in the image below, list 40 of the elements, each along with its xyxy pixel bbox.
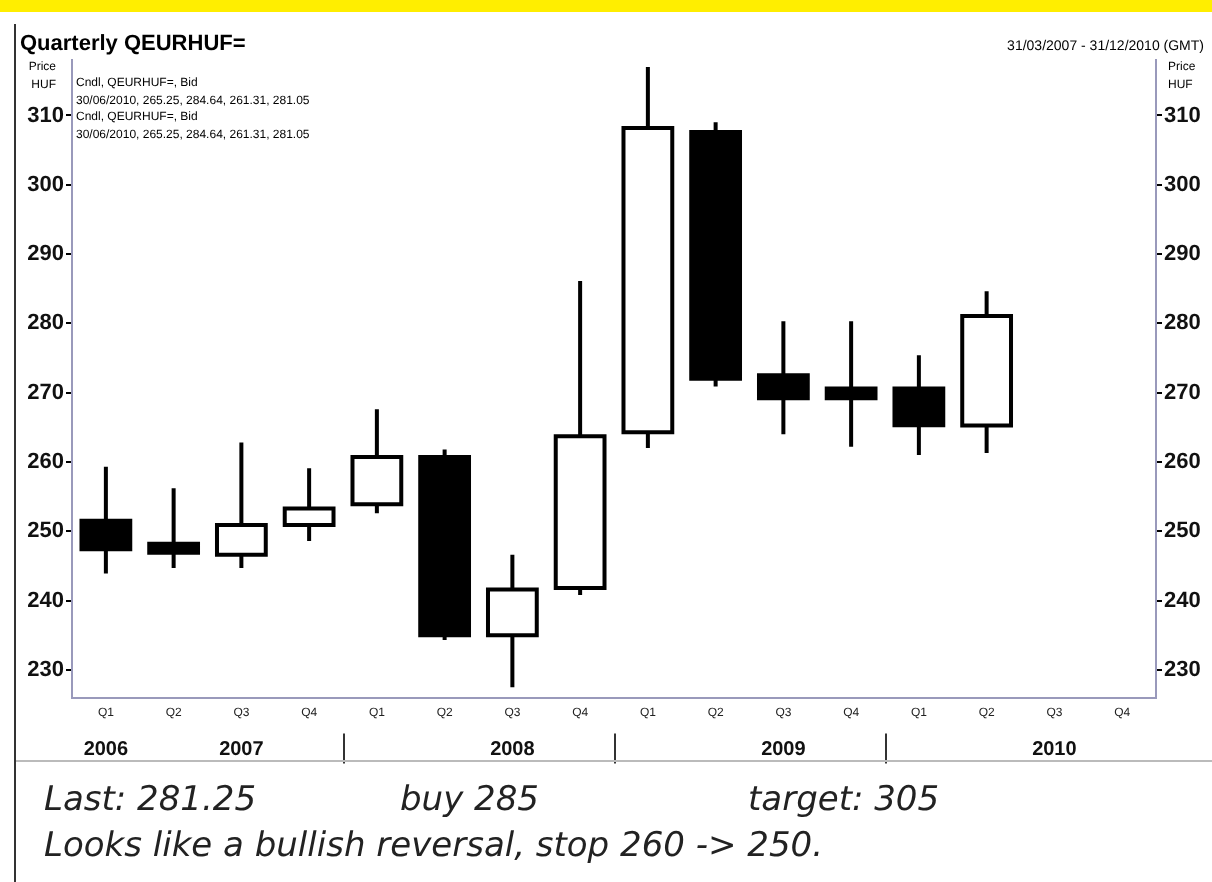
y-tick-label: 230 — [27, 657, 64, 682]
y-tick-label: 300 — [27, 172, 64, 197]
text: buy 285 — [400, 780, 539, 820]
y-tick-label: 310 — [27, 103, 64, 128]
candlestick — [621, 64, 675, 451]
candlestick — [485, 552, 539, 690]
candlestick — [214, 440, 268, 570]
y-tick-label: 270 — [27, 380, 64, 405]
y-tick-label: 280 — [27, 311, 64, 336]
candlestick — [824, 319, 878, 449]
candlestick — [282, 466, 336, 543]
text: target: 305 — [748, 780, 940, 820]
y2-tick-label: 270 — [1164, 380, 1201, 405]
candlestick — [147, 486, 201, 570]
y2-tick-label: 280 — [1164, 311, 1201, 336]
y2-tick-label: 250 — [1164, 519, 1201, 544]
candlestick — [960, 289, 1014, 455]
text: 2007 — [219, 739, 265, 762]
text: 2009 — [761, 739, 807, 762]
text: 2008 — [490, 739, 536, 762]
y2-tick-label: 230 — [1164, 657, 1201, 682]
y2-tick-label: 300 — [1164, 172, 1201, 197]
candlestick — [350, 407, 404, 516]
y-tick-label: 250 — [27, 519, 64, 544]
y2-tick-label: 260 — [1164, 450, 1201, 475]
y-tick-label: 260 — [27, 450, 64, 475]
y2-tick-label: 290 — [1164, 242, 1201, 267]
y-tick-label: 240 — [27, 588, 64, 613]
candlestick — [79, 464, 133, 576]
y2-tick-label: 240 — [1164, 588, 1201, 613]
candlestick — [892, 353, 946, 458]
y-tick-label: 290 — [27, 242, 64, 267]
candlestick — [756, 319, 810, 437]
text: 2010 — [1032, 739, 1078, 762]
candlestick — [553, 279, 607, 598]
text: 2006 — [83, 739, 129, 762]
text: Looks like a bullish reversal, stop 260 -> 250. — [44, 826, 823, 866]
chart-title: Quarterly QEURHUF= — [20, 32, 246, 56]
y2-tick-label: 310 — [1164, 103, 1201, 128]
text: Last: 281.25 — [44, 780, 257, 820]
